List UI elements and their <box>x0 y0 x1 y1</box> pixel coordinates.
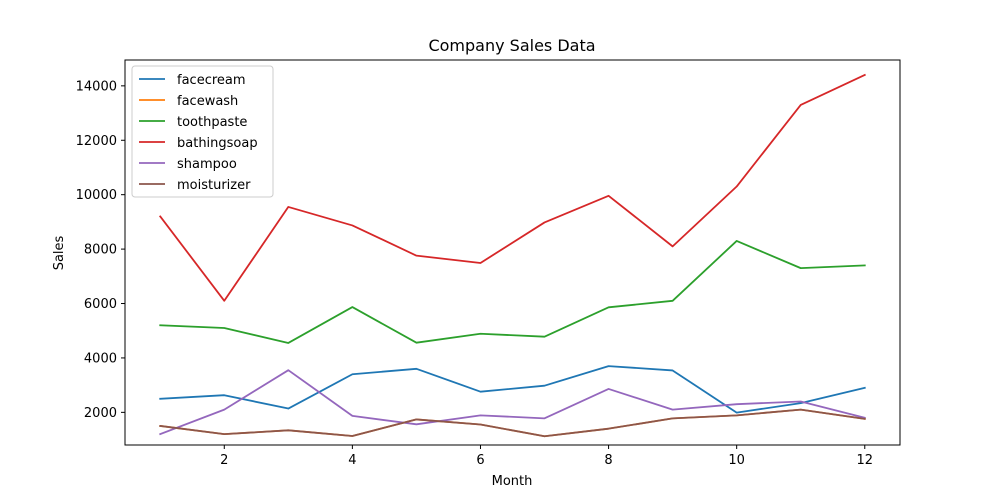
y-tick-label: 2000 <box>84 406 117 421</box>
series-line-facecream <box>159 365 866 414</box>
x-tick-label: 4 <box>348 453 356 468</box>
x-tick-label: 12 <box>856 453 873 468</box>
legend-label-toothpaste: toothpaste <box>177 115 247 130</box>
x-tick-label: 10 <box>728 453 745 468</box>
x-tick-label: 8 <box>604 453 612 468</box>
legend-label-facewash: facewash <box>177 94 238 109</box>
series-line-toothpaste <box>159 240 866 344</box>
legend-label-shampoo: shampoo <box>177 157 237 172</box>
y-tick-label: 10000 <box>76 188 117 203</box>
y-axis-label: Sales <box>52 235 67 270</box>
axes-frame <box>124 59 901 446</box>
series-line-moisturizer <box>159 408 866 438</box>
y-tick-label: 4000 <box>84 351 117 366</box>
chart-title: Company Sales Data <box>428 36 595 55</box>
y-tick-label: 14000 <box>76 79 117 94</box>
x-tick-label: 2 <box>220 453 228 468</box>
legend-label-facecream: facecream <box>177 73 246 88</box>
legend-box <box>131 65 274 198</box>
x-tick-label: 6 <box>476 453 484 468</box>
y-tick-label: 8000 <box>84 243 117 258</box>
legend-label-bathingsoap: bathingsoap <box>177 136 258 151</box>
x-axis-label: Month <box>492 474 533 489</box>
series-line-bathingsoap <box>158 73 866 302</box>
y-tick-label: 12000 <box>76 134 117 149</box>
series-line-shampoo <box>159 369 866 436</box>
y-tick-label: 6000 <box>84 297 117 312</box>
plot-area: 2 4 6 8 10 12 2000 4000 6000 8000 10000 12000 14000 f… <box>76 59 901 468</box>
legend-label-moisturizer: moisturizer <box>177 178 251 193</box>
